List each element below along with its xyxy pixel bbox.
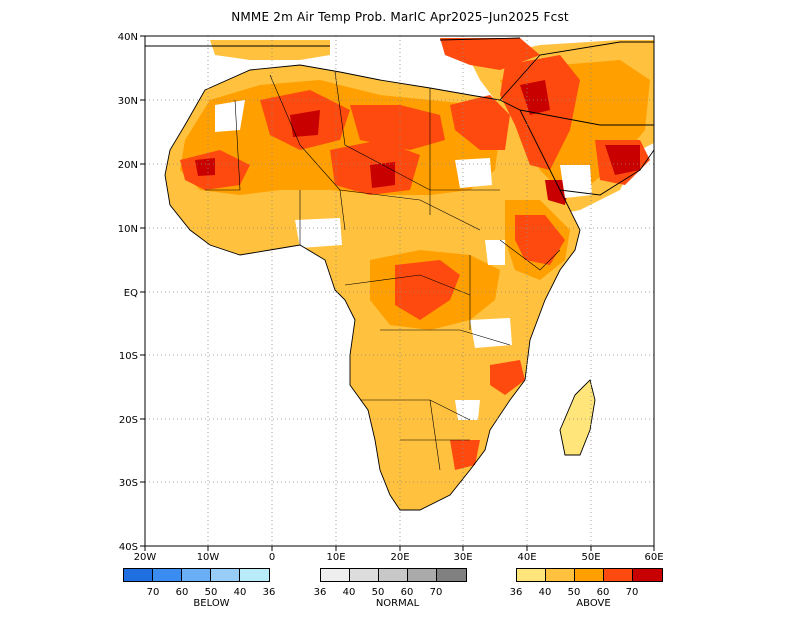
lat-labels: 40N 30N 20N 10N EQ 10S 20S 30S 40S <box>118 32 138 553</box>
above-70-southafrica <box>450 440 480 470</box>
legend-normal-tick: 50 <box>371 587 385 598</box>
legend-normal-label: NORMAL <box>375 598 420 609</box>
lon-label-30e: 30E <box>453 552 472 563</box>
legend-above-swatch-36 <box>517 569 546 581</box>
legend-below-swatch-40 <box>211 569 240 581</box>
legend-above-swatch-50 <box>575 569 604 581</box>
graticule <box>145 36 654 546</box>
lon-label-10w: 10W <box>197 552 220 563</box>
lon-label-50e: 50E <box>581 552 600 563</box>
lat-label-40n: 40N <box>118 32 138 43</box>
legend-above-swatch-60 <box>604 569 633 581</box>
above-max-egypt <box>520 80 550 115</box>
white-patch-namibia <box>455 400 480 420</box>
lon-labels: 20W 10W 0 10E 20E 30E 40E 50E 60E <box>134 552 664 563</box>
legend-below-swatches <box>123 568 270 582</box>
above-max-sahel-central <box>290 110 320 137</box>
legend-below-swatch-36 <box>240 569 269 581</box>
legend-above-tick: 50 <box>567 587 581 598</box>
legend-normal-tick: 70 <box>429 587 443 598</box>
white-patch-somalia <box>560 165 592 198</box>
lat-label-eq: EQ <box>124 288 138 299</box>
legend-below-swatch-70 <box>124 569 153 581</box>
europe-shading-east <box>440 38 540 70</box>
legend-above-swatches <box>516 568 663 582</box>
legend-above-swatch-40 <box>546 569 575 581</box>
legend-normal-swatch-60 <box>408 569 437 581</box>
legend-normal-tick: 40 <box>342 587 356 598</box>
lon-label-20e: 20E <box>390 552 409 563</box>
legend-normal-swatch-50 <box>379 569 408 581</box>
legend-below-tick: 50 <box>204 587 218 598</box>
lon-label-60e: 60E <box>644 552 663 563</box>
legend-below-tick: 36 <box>262 587 276 598</box>
country-borders <box>205 71 561 471</box>
legend-normal-tick: 36 <box>313 587 327 598</box>
legend-below-tick: 70 <box>146 587 160 598</box>
white-patch-gabon <box>295 218 342 248</box>
legend-above-label: ABOVE <box>576 598 611 609</box>
legend-below-swatch-50 <box>182 569 211 581</box>
lat-label-30n: 30N <box>118 96 138 107</box>
coastlines <box>145 37 654 511</box>
above-70-ethiopia <box>515 215 565 265</box>
above-max-mauritania <box>195 158 215 176</box>
lat-label-20s: 20S <box>119 415 138 426</box>
white-patch-tanzania <box>470 318 512 348</box>
legend-below: 70 60 50 40 36 BELOW <box>123 568 275 616</box>
legend-normal-tick: 60 <box>400 587 414 598</box>
above-70-congo <box>395 260 460 320</box>
white-patch-sudan <box>455 158 492 188</box>
white-patch-kenya <box>485 240 505 265</box>
lon-label-10e: 10E <box>326 552 345 563</box>
legend-above-swatch-70 <box>633 569 662 581</box>
legend-above-tick: 36 <box>509 587 523 598</box>
legend-below-label: BELOW <box>193 598 230 609</box>
above-70-libya <box>350 105 445 150</box>
legend-below-tick: 40 <box>233 587 247 598</box>
legend-below-swatch-60 <box>153 569 182 581</box>
lon-label-40e: 40E <box>517 552 536 563</box>
above-max-oman <box>605 145 640 175</box>
europe-shading <box>210 40 330 60</box>
legend-normal-swatches <box>320 568 467 582</box>
legend-normal-swatch-70 <box>437 569 466 581</box>
lat-label-40s: 40S <box>119 542 138 553</box>
legend-above-tick: 70 <box>625 587 639 598</box>
legend-normal: 36 40 50 60 70 NORMAL <box>314 568 467 616</box>
lat-label-30s: 30S <box>119 478 138 489</box>
above-max-chad <box>370 162 395 188</box>
tick-marks <box>140 35 655 551</box>
legend-above-tick: 40 <box>538 587 552 598</box>
legend-normal-swatch-40 <box>350 569 379 581</box>
legend-above: 36 40 50 60 70 ABOVE <box>510 568 663 616</box>
map-title: NMME 2m Air Temp Prob. MarIC Apr2025–Jun… <box>231 10 569 24</box>
lat-label-10s: 10S <box>119 351 138 362</box>
madagascar-shading <box>560 380 595 455</box>
white-patch-morocco <box>215 100 245 132</box>
lon-label-20w: 20W <box>134 552 157 563</box>
legend-normal-swatch-36 <box>321 569 350 581</box>
above-70-egypt <box>450 95 510 150</box>
legend-above-tick: 60 <box>596 587 610 598</box>
above-70-mozambique <box>490 360 525 395</box>
lat-label-20n: 20N <box>118 160 138 171</box>
lon-label-0: 0 <box>269 552 275 563</box>
lat-label-10n: 10N <box>118 224 138 235</box>
legend-below-tick: 60 <box>175 587 189 598</box>
